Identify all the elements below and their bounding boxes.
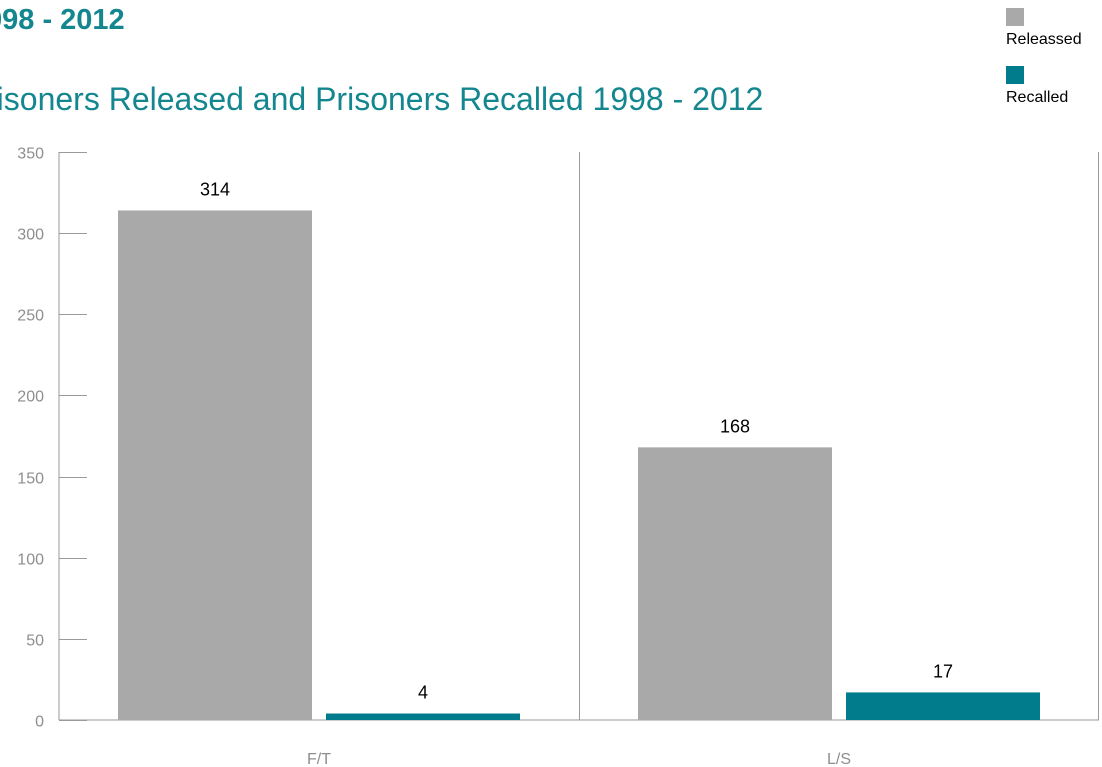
x-category-label: F/T [307, 751, 331, 767]
bar-value-label: 168 [720, 416, 750, 436]
legend-swatch-recalled [1006, 66, 1024, 84]
x-category-label: L/S [827, 751, 851, 767]
y-tick-label: 100 [17, 552, 44, 569]
bar-released [638, 447, 832, 720]
legend-item-released: Releassed [1006, 8, 1102, 66]
y-tick-label: 0 [35, 714, 44, 731]
bar-released [118, 210, 312, 720]
bar-value-label: 314 [200, 179, 230, 199]
chart-legend: Releassed Recalled [1006, 8, 1102, 124]
chart-subtitle: risoners Released and Prisoners Recalled… [0, 81, 764, 117]
legend-swatch-released [1006, 8, 1024, 26]
y-tick-label: 150 [17, 471, 44, 488]
y-tick-label: 250 [17, 308, 44, 325]
legend-item-recalled: Recalled [1006, 66, 1102, 124]
y-tick-label: 350 [17, 146, 44, 163]
legend-label-released: Releassed [1006, 31, 1082, 48]
y-tick-label: 50 [26, 633, 44, 650]
y-tick-label: 300 [17, 227, 44, 244]
y-tick-label: 200 [17, 389, 44, 406]
bar-value-label: 4 [418, 683, 428, 703]
chart-title: 998 - 2012 [0, 4, 125, 36]
legend-label-recalled: Recalled [1006, 89, 1069, 106]
bar-recalled [846, 692, 1040, 720]
bar-value-label: 17 [933, 661, 953, 681]
bar-recalled [326, 713, 520, 720]
